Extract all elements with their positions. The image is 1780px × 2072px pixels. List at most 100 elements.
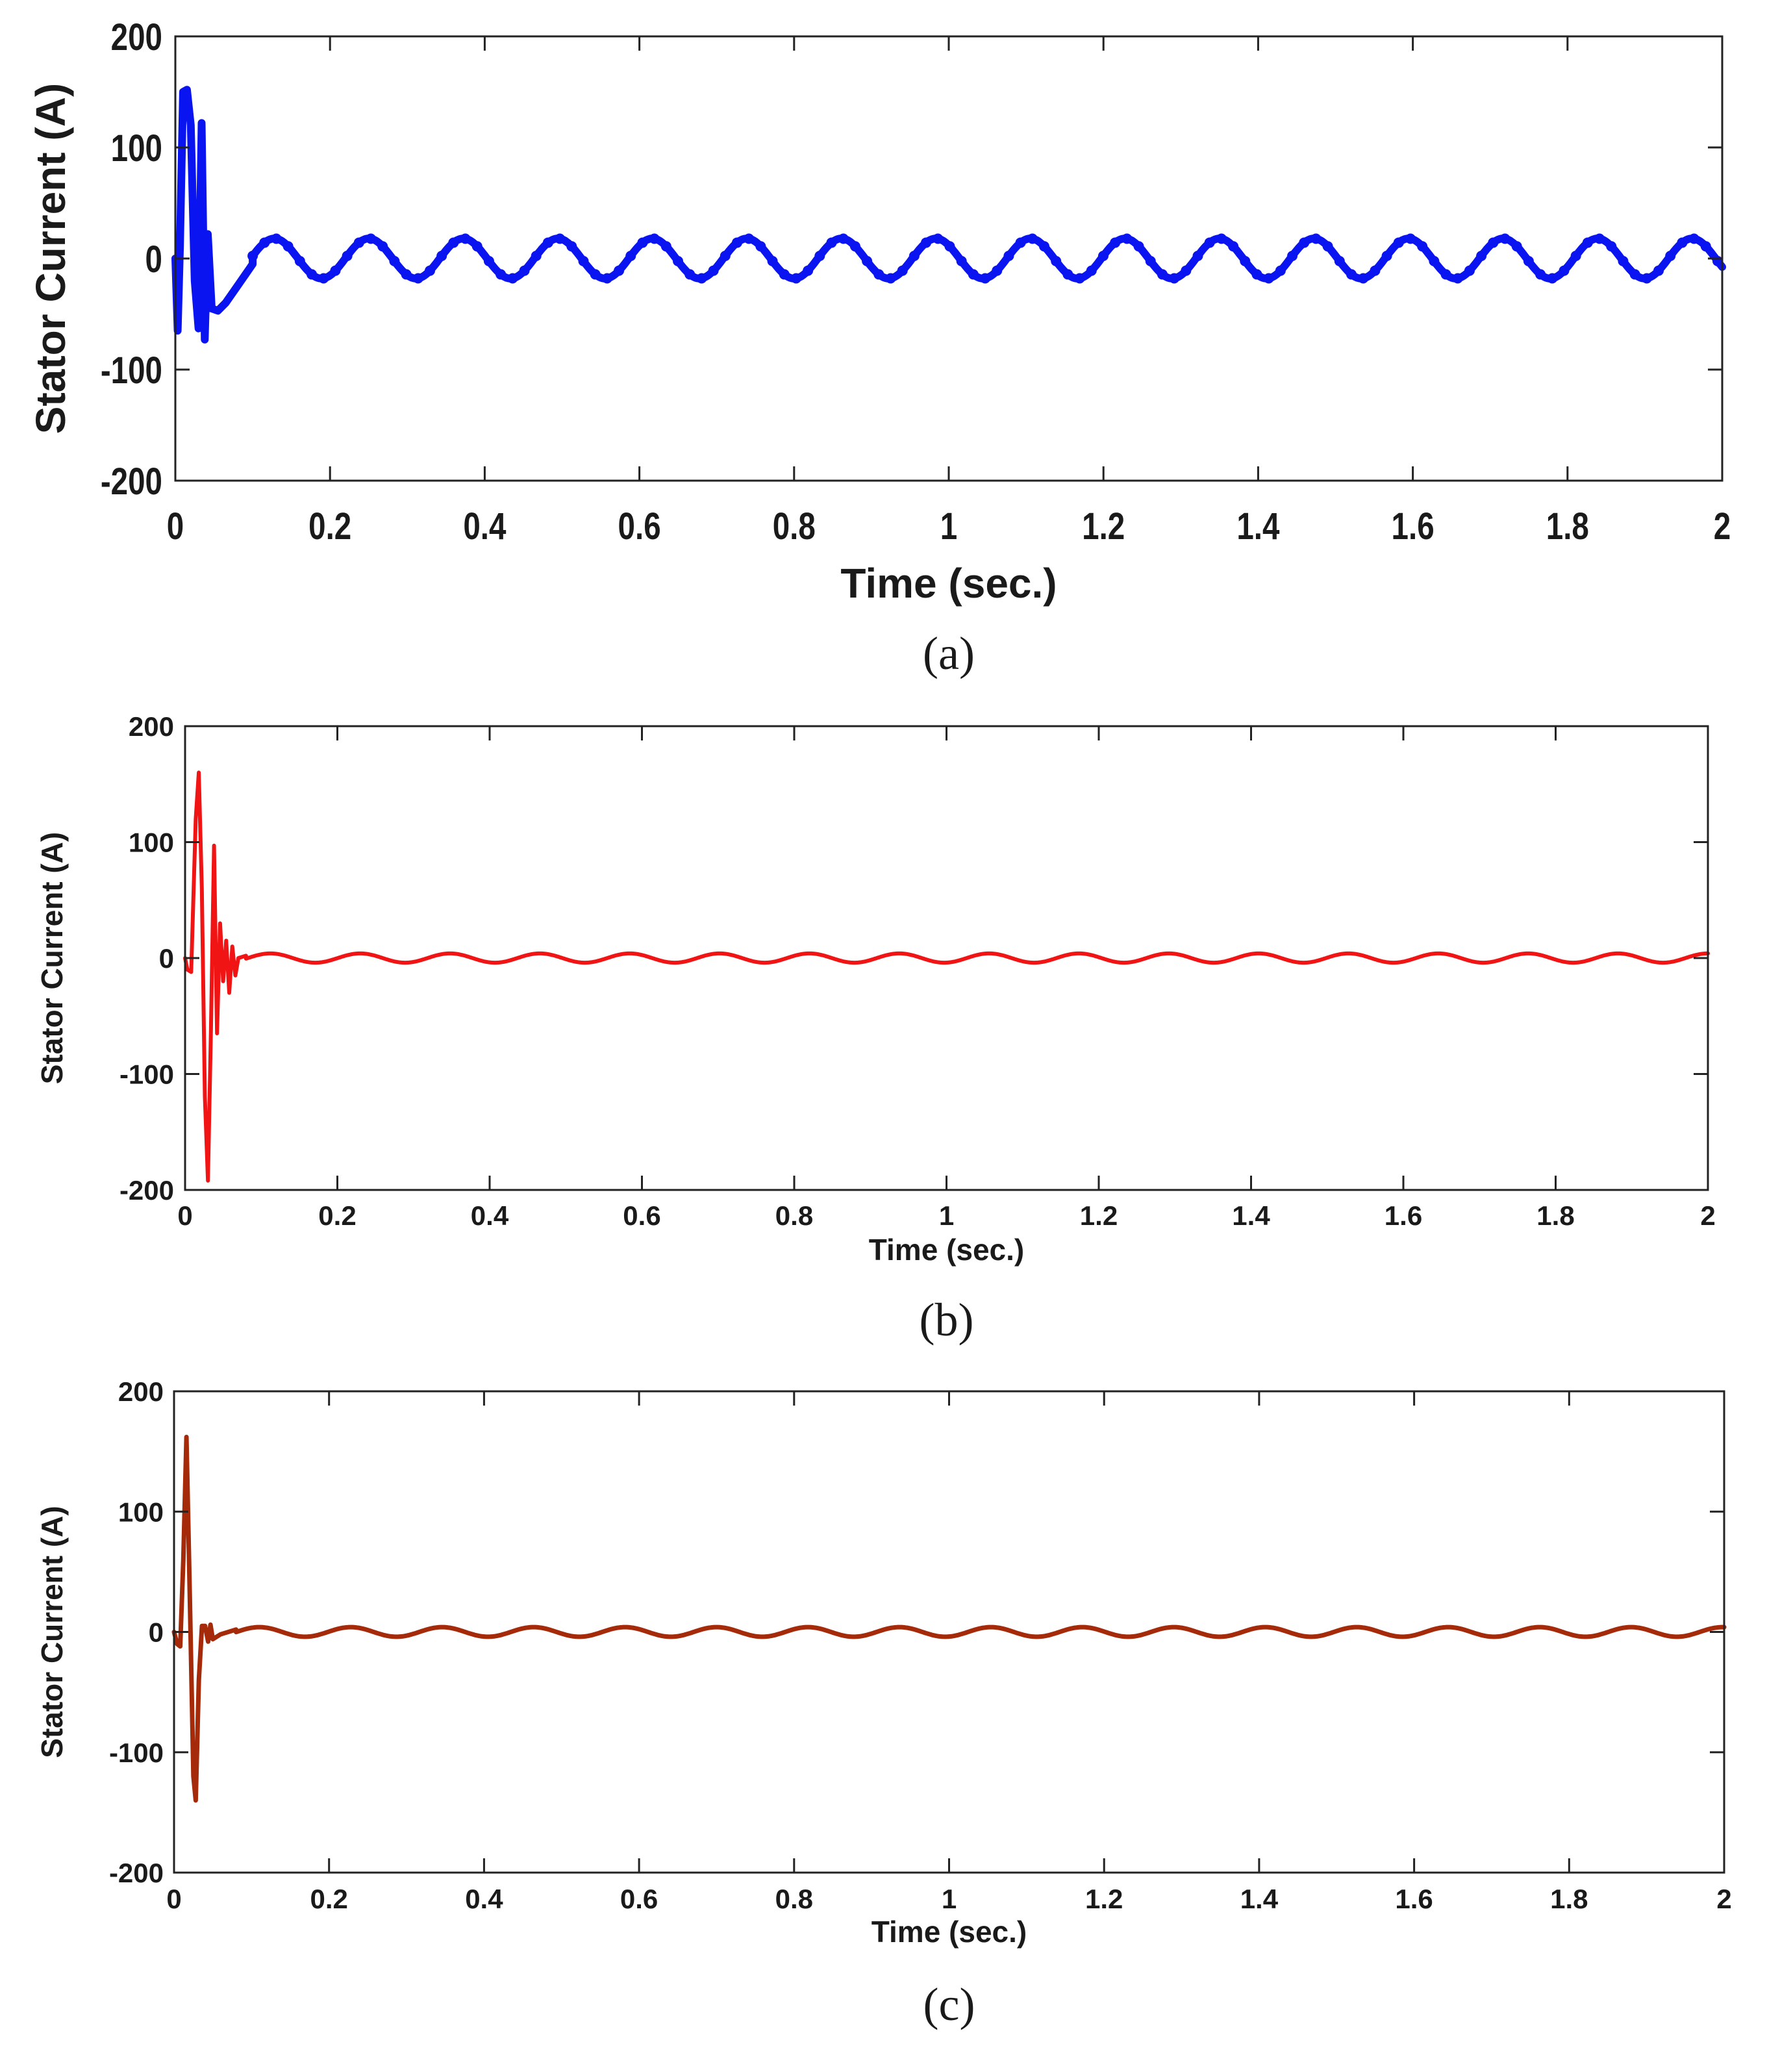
data-point-marker (1192, 250, 1203, 261)
data-point-marker (838, 233, 849, 244)
data-point-marker (1547, 273, 1558, 284)
data-point-marker (933, 233, 944, 244)
chart-a: 0 0.2 0.4 0.6 0.8 1 1.2 1.4 1.6 1.8 2 -200 -100 0 100 2… (27, 16, 1731, 679)
data-point-marker (555, 233, 566, 244)
y-tick-label: 200 (129, 711, 174, 742)
data-point-marker (1133, 241, 1144, 252)
data-point-marker (708, 265, 719, 276)
chart-c-y-axis-label: Stator Current (A) (35, 1506, 69, 1758)
data-point-marker (1181, 265, 1192, 276)
data-point-marker (744, 233, 755, 244)
chart-b: 0 0.2 0.4 0.6 0.8 1 1.2 1.4 1.6 1.8 2 -200 -100 0 100 2… (35, 711, 1716, 1346)
y-tick-label: -100 (119, 1059, 174, 1090)
x-tick-label: 1.8 (1536, 1200, 1574, 1231)
data-point-marker (696, 273, 707, 284)
x-tick-label: 1 (939, 1200, 954, 1231)
y-tick-label: 200 (111, 16, 162, 58)
data-point-marker (1310, 233, 1322, 244)
x-tick-label: 1.2 (1080, 1200, 1118, 1231)
data-point-marker (1299, 237, 1310, 248)
data-point-marker (1570, 250, 1581, 261)
data-point-marker (1228, 241, 1239, 252)
x-tick-label: 0.2 (308, 506, 351, 548)
chart-a-y-axis-label: Stator Current (A) (27, 83, 74, 434)
data-point-marker (1122, 233, 1133, 244)
data-point-marker (460, 233, 471, 244)
y-tick-label: 100 (111, 127, 162, 170)
x-tick-label: 1.2 (1085, 1884, 1123, 1914)
data-point-marker (673, 256, 684, 267)
data-point-marker (294, 256, 305, 267)
data-point-marker (483, 256, 494, 267)
data-point-marker (1240, 256, 1251, 267)
x-tick-label: 2 (1714, 506, 1731, 548)
data-point-marker (614, 265, 625, 276)
data-point-marker (590, 269, 601, 280)
y-tick-label: 0 (149, 1617, 164, 1648)
data-point-marker (247, 250, 258, 261)
data-point-marker (826, 237, 837, 248)
data-point-marker (980, 273, 991, 284)
data-point-marker (1582, 237, 1593, 248)
data-point-marker (307, 269, 318, 280)
data-point-marker (1051, 256, 1062, 267)
x-tick-label: 0.2 (310, 1884, 348, 1914)
chart-b-x-axis-label: Time (sec.) (869, 1233, 1024, 1267)
x-tick-label: 0 (166, 1884, 181, 1914)
data-point-marker (1157, 269, 1168, 280)
data-point-marker (1523, 256, 1534, 267)
data-point-marker (1110, 237, 1121, 248)
x-tick-label: 0.6 (618, 506, 661, 548)
x-tick-label: 0.6 (620, 1884, 658, 1914)
data-point-marker (803, 265, 814, 276)
data-point-marker (1097, 250, 1109, 261)
data-point-marker (1381, 250, 1392, 261)
x-tick-label: 0.4 (471, 1200, 509, 1231)
data-point-marker (601, 273, 612, 284)
x-tick-label: 1 (942, 1884, 957, 1914)
x-tick-label: 1 (940, 506, 957, 548)
data-point-marker (495, 269, 507, 280)
x-tick-label: 0.6 (623, 1200, 660, 1231)
data-point-marker (1216, 233, 1227, 244)
y-tick-label: 100 (129, 828, 174, 858)
data-point-marker (1370, 265, 1381, 276)
chart-b-caption: (b) (920, 1294, 974, 1346)
data-point-marker (968, 269, 979, 280)
data-point-marker (578, 256, 589, 267)
chart-c: 0 0.2 0.4 0.6 0.8 1 1.2 1.4 1.6 1.8 2 -200 -100 0 100 2… (35, 1376, 1732, 2030)
data-point-marker (1346, 269, 1357, 280)
data-point-marker (649, 233, 660, 244)
data-point-marker (1641, 273, 1652, 284)
data-point-marker (259, 237, 270, 248)
data-point-marker (531, 250, 542, 261)
data-point-marker (1665, 250, 1676, 261)
data-point-marker (956, 256, 967, 267)
data-point-marker (767, 256, 778, 267)
data-point-marker (318, 273, 329, 284)
data-point-marker (1393, 237, 1404, 248)
y-tick-label: -100 (101, 349, 162, 392)
x-tick-label: 2 (1700, 1200, 1715, 1231)
data-point-marker (1204, 237, 1215, 248)
data-point-marker (1606, 241, 1617, 252)
chart-a-markers (247, 233, 1723, 284)
data-point-marker (1015, 237, 1026, 248)
data-point-marker (1145, 256, 1156, 267)
chart-c-line (171, 1434, 1727, 1803)
data-point-marker (1499, 233, 1510, 244)
data-point-marker (1629, 269, 1640, 280)
data-point-marker (1358, 273, 1369, 284)
chart-a-x-axis-label: Time (sec.) (840, 560, 1057, 607)
x-tick-label: 0.8 (775, 1200, 813, 1231)
data-point-marker (849, 241, 860, 252)
data-point-marker (1003, 250, 1014, 261)
data-point-marker (389, 256, 400, 267)
x-tick-label: 2 (1716, 1884, 1731, 1914)
x-tick-label: 0.4 (465, 1884, 503, 1914)
data-point-marker (1027, 233, 1038, 244)
data-point-marker (377, 241, 388, 252)
data-point-marker (1429, 256, 1440, 267)
